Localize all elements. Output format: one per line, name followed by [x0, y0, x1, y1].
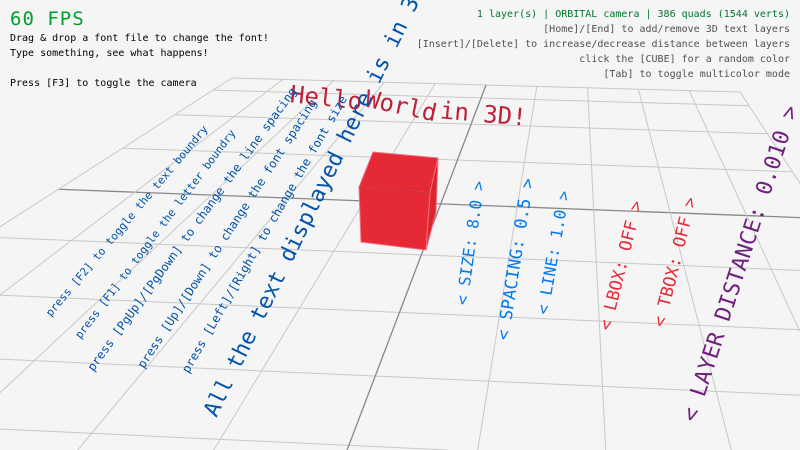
grid-line — [0, 79, 284, 296]
grid-line — [587, 87, 607, 450]
help-multicolor: [Tab] to toggle multicolor mode — [603, 69, 790, 80]
grid-line — [77, 81, 385, 450]
help-camera: Press [F3] to toggle the camera — [10, 78, 197, 89]
grid-line — [346, 84, 487, 450]
help-type: Type something, see what happens! — [10, 48, 209, 59]
cube-edge — [358, 186, 431, 194]
help-layers: [Home]/[End] to add/remove 3D text layer… — [543, 24, 790, 35]
grid-line — [0, 80, 334, 394]
grid-line — [637, 89, 732, 450]
grid-line — [0, 358, 800, 396]
cube-top-face — [358, 151, 439, 194]
help-drag-drop: Drag & drop a font file to change the fo… — [10, 33, 269, 44]
grid-line — [213, 83, 436, 450]
grid-line — [0, 77, 233, 228]
help-distance: [Insert]/[Delete] to increase/decrease d… — [416, 39, 790, 50]
grid-line — [739, 91, 800, 184]
status-line: 1 layer(s) | ORBITAL camera | 386 quads … — [476, 9, 790, 20]
cube-front-face — [358, 186, 431, 251]
grid-line — [0, 428, 448, 450]
fps-counter: 60 FPS — [10, 8, 85, 30]
grid-line — [0, 237, 800, 271]
help-cube: click the [CUBE] for a random color — [579, 54, 790, 65]
grid-line — [477, 86, 538, 450]
cube[interactable] — [358, 151, 439, 251]
grid-line — [688, 90, 800, 332]
